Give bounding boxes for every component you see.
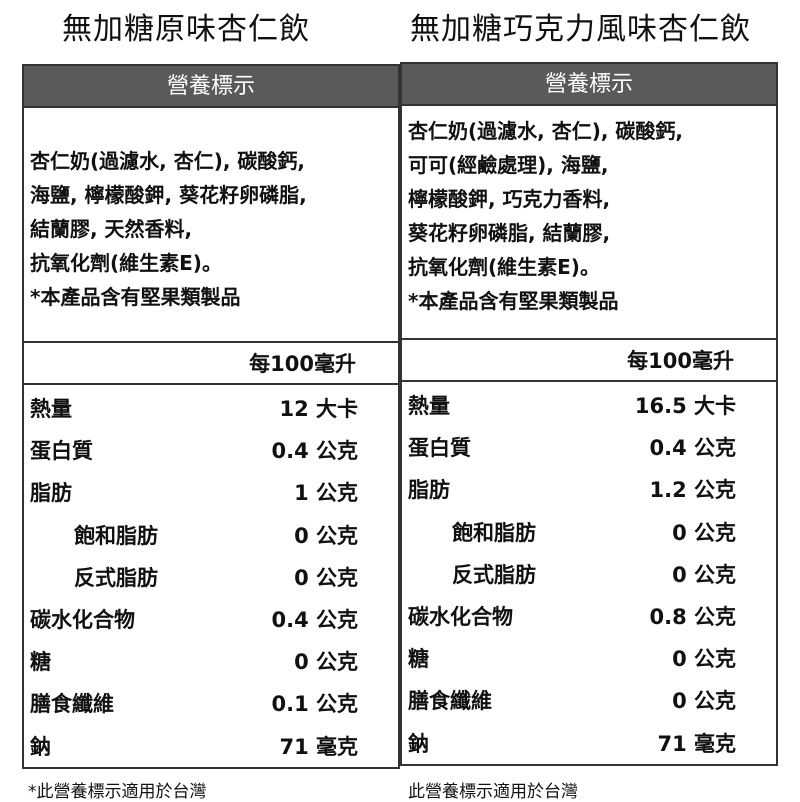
nutrient-label: 糖 xyxy=(30,650,51,675)
ingredient-line: 杏仁奶(過濾水, 杏仁), 碳酸鈣, xyxy=(30,149,305,173)
nutrient-value: 71 毫克 xyxy=(279,734,358,759)
nutrient-value: 0.4 公克 xyxy=(271,608,358,633)
nutrient-row: 脂肪 1 公克 xyxy=(24,471,398,513)
nutrient-row: 碳水化合物 0.8 公克 xyxy=(402,595,776,637)
nutrient-value: 71 毫克 xyxy=(657,731,736,756)
nutrient-value: 0.1 公克 xyxy=(271,692,358,717)
nutrient-row: 熱量 16.5 大卡 xyxy=(402,384,776,426)
ingredient-line: *本產品含有堅果類製品 xyxy=(30,285,241,309)
ingredient-line: *本產品含有堅果類製品 xyxy=(408,289,619,313)
nutrient-label: 反式脂肪 xyxy=(74,565,158,590)
footnote-chocolate: 此營養標示適用於台灣 xyxy=(408,782,578,802)
nutrient-value: 0 公克 xyxy=(672,647,736,672)
nutrient-value: 0 公克 xyxy=(672,689,736,714)
nutrient-value: 0 公克 xyxy=(294,565,358,590)
nutrient-row: 碳水化合物 0.4 公克 xyxy=(24,598,398,640)
nutrient-row: 膳食纖維 0 公克 xyxy=(402,679,776,721)
ingredient-line: 結蘭膠, 天然香料, xyxy=(30,217,193,241)
ingredients-block: 杏仁奶(過濾水, 杏仁), 碳酸鈣, 海鹽, 檸檬酸鉀, 葵花籽卵磷脂, 結蘭膠, … xyxy=(24,106,398,341)
nutrient-label: 脂肪 xyxy=(30,481,72,506)
nutrient-label: 反式脂肪 xyxy=(452,562,536,587)
nutrient-label: 飽和脂肪 xyxy=(452,520,536,545)
product-title-chocolate: 無加糖巧克力風味杏仁飲 xyxy=(410,12,751,47)
nutrient-label: 飽和脂肪 xyxy=(74,523,158,548)
nutrient-row: 反式脂肪 0 公克 xyxy=(402,553,776,595)
ingredient-line: 抗氧化劑(維生素E)。 xyxy=(30,251,222,275)
nutrient-value: 12 大卡 xyxy=(279,397,358,422)
nutrient-value: 1 公克 xyxy=(294,481,358,506)
nutrient-label: 碳水化合物 xyxy=(408,605,513,630)
nutrient-row: 熱量 12 大卡 xyxy=(24,387,398,429)
nutrient-label: 鈉 xyxy=(30,734,51,759)
nutrient-label: 熱量 xyxy=(408,394,450,419)
nutrient-label: 碳水化合物 xyxy=(30,608,135,633)
nutrient-value: 0 公克 xyxy=(672,562,736,587)
nutrient-table: 熱量 12 大卡 蛋白質 0.4 公克 脂肪 1 公克 飽和脂肪 0 公克 反式脂肪 0 公克 碳水… xyxy=(24,383,398,767)
nutrient-label: 脂肪 xyxy=(408,478,450,503)
nutrient-row: 飽和脂肪 0 公克 xyxy=(24,514,398,556)
nutrient-label: 膳食纖維 xyxy=(30,692,114,717)
nutrient-row: 鈉 71 毫克 xyxy=(24,725,398,767)
serving-basis: 每100毫升 xyxy=(24,341,398,383)
nutrient-value: 0 公克 xyxy=(294,650,358,675)
ingredient-line: 可可(經鹼處理), 海鹽, xyxy=(408,153,609,177)
nutrient-row: 反式脂肪 0 公克 xyxy=(24,556,398,598)
nutrient-label: 蛋白質 xyxy=(408,436,471,461)
serving-basis: 每100毫升 xyxy=(402,338,776,380)
nutrient-table: 熱量 16.5 大卡 蛋白質 0.4 公克 脂肪 1.2 公克 飽和脂肪 0 公克 反式脂肪 0 … xyxy=(402,380,776,764)
product-title-original: 無加糖原味杏仁飲 xyxy=(62,12,310,47)
ingredient-line: 葵花籽卵磷脂, 結蘭膠, xyxy=(408,221,611,245)
nutrient-value: 0.4 公克 xyxy=(271,439,358,464)
nutrition-panel-chocolate: 營養標示杏仁奶(過濾水, 杏仁), 碳酸鈣, 可可(經鹼處理), 海鹽, 檸檬酸鉀,… xyxy=(400,62,778,766)
ingredient-line: 檸檬酸鉀, 巧克力香料, xyxy=(408,187,611,211)
nutrient-label: 熱量 xyxy=(30,397,72,422)
ingredient-line: 抗氧化劑(維生素E)。 xyxy=(408,255,600,279)
nutrient-row: 糖 0 公克 xyxy=(402,637,776,679)
nutrient-value: 0 公克 xyxy=(672,520,736,545)
ingredient-line: 海鹽, 檸檬酸鉀, 葵花籽卵磷脂, xyxy=(30,183,307,207)
nutrition-header: 營養標示 xyxy=(402,62,776,104)
ingredient-line: 杏仁奶(過濾水, 杏仁), 碳酸鈣, xyxy=(408,119,683,143)
nutrient-row: 脂肪 1.2 公克 xyxy=(402,468,776,510)
nutrient-row: 飽和脂肪 0 公克 xyxy=(402,511,776,553)
nutrient-value: 0 公克 xyxy=(294,523,358,548)
ingredients-block: 杏仁奶(過濾水, 杏仁), 碳酸鈣, 可可(經鹼處理), 海鹽, 檸檬酸鉀, 巧克力… xyxy=(402,104,776,338)
nutrient-value: 16.5 大卡 xyxy=(634,394,736,419)
nutrient-row: 蛋白質 0.4 公克 xyxy=(402,426,776,468)
nutrition-panel-original: 營養標示杏仁奶(過濾水, 杏仁), 碳酸鈣, 海鹽, 檸檬酸鉀, 葵花籽卵磷脂, 結… xyxy=(22,64,400,769)
nutrient-label: 蛋白質 xyxy=(30,439,93,464)
nutrient-label: 鈉 xyxy=(408,731,429,756)
nutrient-label: 糖 xyxy=(408,647,429,672)
nutrient-row: 蛋白質 0.4 公克 xyxy=(24,429,398,471)
nutrient-row: 膳食纖維 0.1 公克 xyxy=(24,682,398,724)
nutrition-header: 營養標示 xyxy=(24,64,398,106)
nutrient-value: 0.8 公克 xyxy=(649,605,736,630)
nutrient-row: 鈉 71 毫克 xyxy=(402,722,776,764)
nutrient-row: 糖 0 公克 xyxy=(24,640,398,682)
footnote-original: *此營養標示適用於台灣 xyxy=(28,782,207,802)
nutrient-value: 1.2 公克 xyxy=(649,478,736,503)
nutrient-value: 0.4 公克 xyxy=(649,436,736,461)
nutrient-label: 膳食纖維 xyxy=(408,689,492,714)
